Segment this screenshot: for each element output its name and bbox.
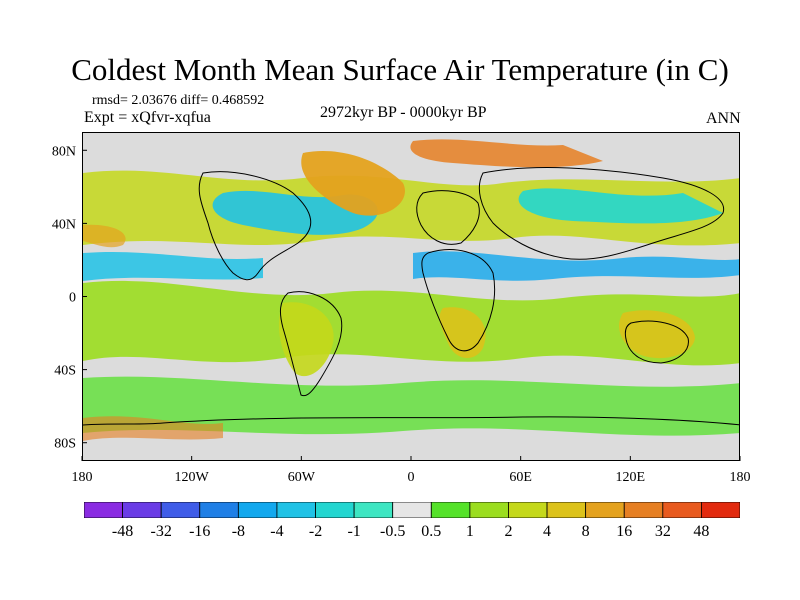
colorbar-swatch: [276, 502, 316, 518]
colorbar-label: 48: [693, 523, 709, 540]
colorbar-label: -16: [189, 523, 210, 540]
lat-tick-label: 80N: [52, 144, 76, 159]
colorbar-label: -0.5: [380, 523, 405, 540]
lon-tick-group: 180 120W 60W 0 60E 120E 180: [72, 456, 751, 485]
anomaly-fields: [83, 139, 739, 441]
colorbar-labels: -48 -32 -16 -8 -4 -2 -1 -0.5 0.5 1 2 4 8 16 32 48: [112, 523, 709, 540]
colorbar-swatch: [84, 502, 123, 518]
colorbar-label: 0.5: [421, 523, 441, 540]
coastlines: [83, 167, 739, 426]
colorbar-swatch: [508, 502, 548, 518]
chart-title: Coldest Month Mean Surface Air Temperatu…: [71, 52, 729, 87]
lon-tick-label: 180: [730, 470, 751, 485]
map-canvas: [83, 133, 739, 460]
colorbar-swatch: [623, 502, 664, 518]
colorbar-label: 2: [504, 523, 512, 540]
colorbar-swatch: [546, 502, 587, 518]
stats-text: rmsd= 2.03676 diff= 0.468592: [92, 93, 265, 108]
colorbar-label: -8: [232, 523, 245, 540]
lat-tick-label: 80S: [54, 437, 76, 452]
lon-tick-label: 60E: [509, 470, 532, 485]
lat-tick-group: 80N 40N 0 40S 80S: [52, 144, 87, 452]
colorbar-swatch: [469, 502, 509, 518]
season-label: ANN: [706, 110, 741, 127]
colorbar-label: -1: [347, 523, 360, 540]
lat-tick-label: 0: [69, 291, 76, 306]
lon-tick-label: 60W: [288, 470, 316, 485]
colorbar-swatch: [122, 502, 162, 518]
period-label: 2972kyr BP - 0000kyr BP: [320, 104, 487, 121]
colorbar-label: 32: [655, 523, 671, 540]
lat-tick-label: 40N: [52, 217, 76, 232]
lon-tick-label: 180: [72, 470, 93, 485]
colorbar-swatch: [585, 502, 625, 518]
colorbar-swatch: [392, 502, 432, 518]
colorbar-swatch: [160, 502, 201, 518]
colorbar-label: -4: [270, 523, 283, 540]
colorbar-label: -32: [151, 523, 172, 540]
colorbar-label: 1: [466, 523, 474, 540]
colorbar-label: 4: [543, 523, 551, 540]
lon-tick-label: 0: [408, 470, 415, 485]
colorbar-swatch: [315, 502, 355, 518]
lat-tick-label: 40S: [54, 364, 76, 379]
colorbar-label: 8: [582, 523, 590, 540]
temperature-map: [82, 132, 740, 461]
colorbar-swatch: [353, 502, 394, 518]
colorbar: [84, 502, 740, 518]
colorbar-swatch: [430, 502, 471, 518]
colorbar-swatch: [199, 502, 239, 518]
lon-tick-label: 120E: [616, 470, 646, 485]
experiment-label: Expt = xQfvr-xqfua: [84, 109, 211, 126]
colorbar-label: -2: [309, 523, 322, 540]
lon-tick-label: 120W: [175, 470, 210, 485]
colorbar-label: 16: [616, 523, 632, 540]
colorbar-swatch: [701, 502, 740, 518]
colorbar-swatch: [237, 502, 278, 518]
colorbar-label: -48: [112, 523, 133, 540]
colorbar-swatch: [662, 502, 702, 518]
